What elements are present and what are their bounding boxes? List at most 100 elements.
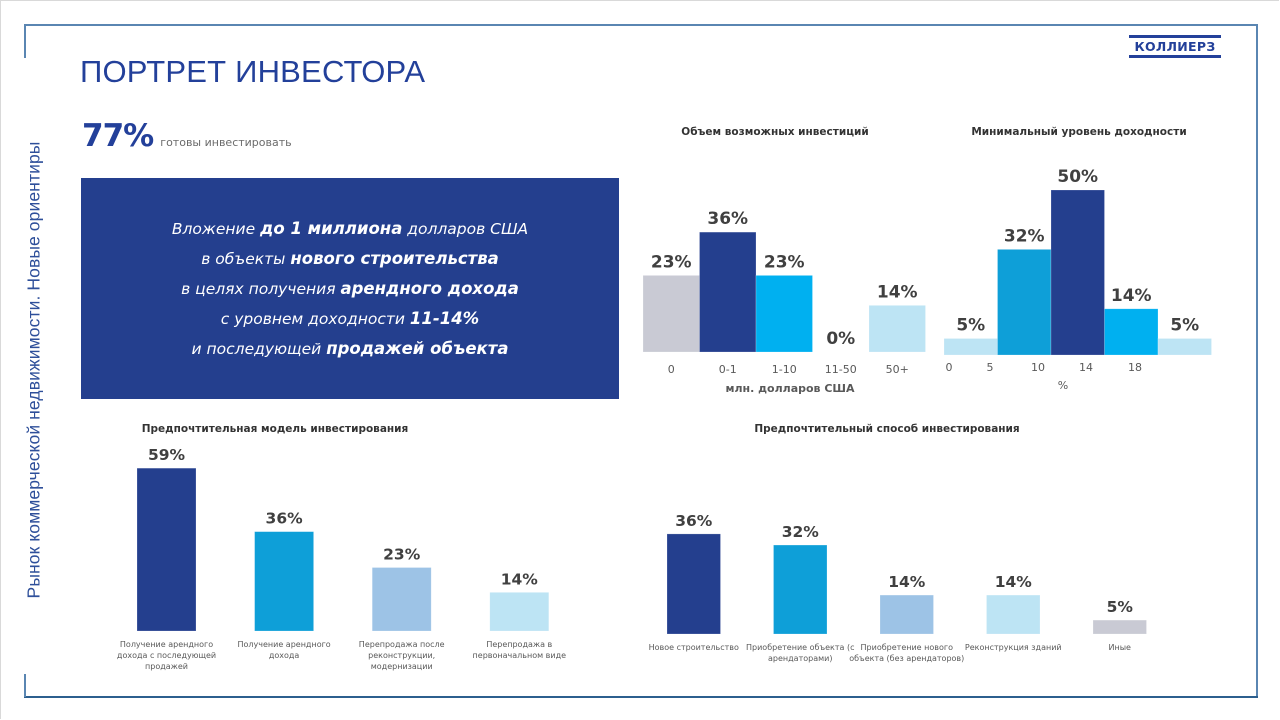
category-label: дохода — [269, 651, 300, 660]
colliers-logo: КОЛЛИЕРЗ — [1129, 35, 1221, 58]
frame-left-bottom-stub — [24, 674, 26, 697]
data-label: 14% — [888, 573, 926, 591]
callout-emphasis: арендного дохода — [340, 278, 519, 298]
data-label: 0% — [826, 329, 855, 349]
frame-top-line — [25, 24, 1258, 26]
x-tick-label: 0 — [668, 363, 675, 376]
data-label: 23% — [383, 546, 421, 564]
x-tick-label: 0 — [946, 361, 953, 374]
side-title: Рынок коммерческой недвижимости. Новые о… — [23, 141, 44, 599]
callout-line: с уровнем доходности 11-14% — [221, 304, 479, 334]
category-label: Иные — [1109, 643, 1132, 652]
x-tick-label: 5 — [987, 361, 994, 374]
x-tick-label: 50+ — [886, 363, 909, 376]
callout-emphasis: нового строительства — [290, 248, 499, 268]
data-label: 5% — [956, 316, 985, 336]
bar — [986, 594, 1041, 635]
callout-emphasis: продажей объекта — [326, 338, 509, 358]
x-axis-label: млн. долларов США — [725, 382, 855, 395]
frame-bottom-line — [24, 696, 1258, 698]
data-label: 5% — [1170, 316, 1199, 336]
data-label: 36% — [675, 512, 713, 530]
data-label: 32% — [1004, 226, 1045, 246]
bar — [879, 594, 934, 635]
callout-emphasis: до 1 миллиона — [260, 218, 403, 238]
category-label: продажей — [145, 662, 188, 671]
category-label: модернизации — [371, 662, 433, 671]
summary-callout: Вложение до 1 миллиона долларов США в объ… — [81, 178, 619, 399]
x-tick-label: 14 — [1079, 361, 1093, 374]
data-label: 36% — [266, 510, 304, 528]
data-label: 14% — [1111, 286, 1152, 306]
callout-line: в целях получения арендного дохода — [181, 274, 519, 304]
x-tick-label: 11-50 — [825, 363, 857, 376]
frame-left-top-stub — [24, 24, 26, 58]
data-label: 14% — [877, 282, 918, 302]
x-tick-label: 1-10 — [772, 363, 797, 376]
bar — [371, 567, 432, 632]
bar — [943, 338, 998, 356]
bar — [489, 592, 550, 632]
data-label: 23% — [764, 252, 805, 272]
page-title: ПОРТРЕТ ИНВЕСТОРА — [80, 54, 426, 89]
category-label: Новое строительство — [649, 643, 739, 652]
frame-right-line — [1256, 24, 1258, 698]
bar — [868, 305, 926, 353]
callout-line: Вложение до 1 миллиона долларов США — [172, 214, 528, 244]
data-label: 14% — [501, 570, 539, 588]
category-label: Реконструкция зданий — [965, 643, 1062, 652]
callout-text: в целях получения — [181, 279, 341, 298]
chart-minimum-yield: Минимальный уровень доходности5%32%50%14… — [943, 126, 1212, 392]
callout-text: в объекты — [201, 249, 291, 268]
category-label: реконструкции, — [368, 651, 435, 660]
data-label: 5% — [1107, 598, 1134, 616]
callout-line: в объекты нового строительства — [201, 244, 499, 274]
data-label: 50% — [1057, 167, 1098, 187]
logo-text: КОЛЛИЕРЗ — [1134, 39, 1216, 54]
logo-bottom-bar — [1129, 55, 1221, 58]
category-label: дохода с последующей — [117, 651, 216, 660]
bar — [1157, 338, 1212, 356]
x-tick-label: 10 — [1031, 361, 1045, 374]
x-tick-label: 0-1 — [719, 363, 737, 376]
callout-text: и последующей — [191, 339, 327, 358]
chart-investment-model: Предпочтительная модель инвестирования 59… — [117, 423, 567, 671]
callout-text: долларов США — [402, 219, 529, 238]
logo-top-bar — [1129, 35, 1221, 38]
bar — [1092, 619, 1147, 635]
callout-text: Вложение — [171, 219, 261, 238]
bar — [254, 531, 314, 632]
bar — [997, 249, 1052, 356]
callout-text: с уровнем доходности — [220, 309, 410, 328]
data-label: 14% — [995, 573, 1033, 591]
chart-investment-volume: Объем возможных инвестиций 23% 0 36% 0-1 23% 1… — [642, 126, 926, 395]
bar — [699, 231, 757, 353]
bar — [773, 544, 828, 635]
category-label: Приобретение нового — [861, 643, 954, 652]
bar — [666, 533, 721, 635]
chart-title: Предпочтительная модель инвестирования — [142, 423, 409, 435]
chart-title: Минимальный уровень доходности — [971, 126, 1186, 138]
bar — [136, 467, 197, 632]
category-label: первоначальном виде — [473, 651, 567, 660]
category-label: Перепродажа после — [359, 640, 445, 649]
bar — [755, 275, 813, 353]
bar — [1050, 189, 1105, 356]
ready-percent: 77% — [82, 118, 154, 154]
data-label: 32% — [782, 523, 820, 541]
x-axis-label: % — [1058, 379, 1068, 392]
category-label: Получение арендного — [238, 640, 331, 649]
category-label: объекта (без арендаторов) — [849, 654, 964, 663]
callout-line: и последующей продажей объекта — [192, 334, 509, 364]
x-tick-label: 18 — [1128, 361, 1142, 374]
chart-investment-method: Предпочтительный способ инвестирования 36… — [649, 423, 1147, 663]
category-label: Перепродажа в — [486, 640, 552, 649]
ready-to-invest-stat: 77% готовы инвестировать — [82, 118, 292, 154]
category-label: арендаторами) — [768, 654, 832, 663]
bar — [642, 275, 700, 353]
data-label: 36% — [707, 209, 748, 229]
ready-label: готовы инвестировать — [160, 136, 292, 149]
chart-title: Предпочтительный способ инвестирования — [754, 423, 1019, 435]
category-label: Приобретение объекта (с — [746, 643, 854, 652]
